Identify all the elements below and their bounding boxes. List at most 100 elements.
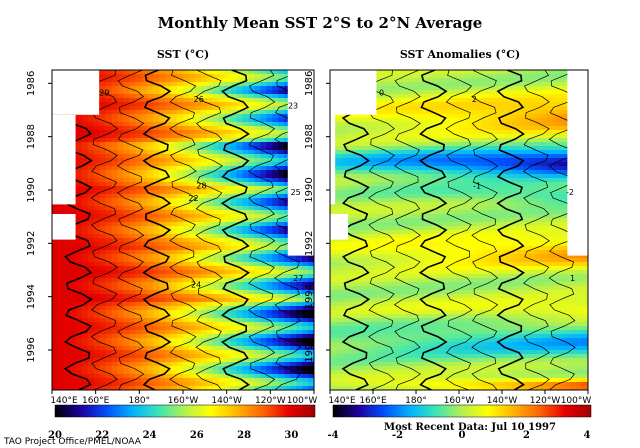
- heatmap-cell: [188, 246, 196, 251]
- heatmap-cell: [470, 86, 478, 91]
- heatmap-cell: [135, 370, 142, 375]
- heatmap-cell: [394, 182, 401, 187]
- heatmap-cell: [296, 382, 303, 387]
- heatmap-cell: [165, 154, 172, 159]
- heatmap-cell: [93, 362, 101, 367]
- heatmap-cell: [206, 118, 214, 123]
- heatmap-cell: [159, 330, 166, 335]
- heatmap-cell: [153, 262, 160, 267]
- heatmap-cell: [147, 254, 154, 259]
- heatmap-cell: [141, 90, 148, 95]
- heatmap-cell: [129, 94, 136, 99]
- heatmap-cell: [254, 94, 261, 99]
- heatmap-cell: [453, 186, 460, 191]
- heatmap-cell: [284, 258, 291, 263]
- heatmap-cell: [546, 102, 554, 107]
- heatmap-cell: [111, 166, 119, 171]
- heatmap-cell: [290, 254, 297, 259]
- heatmap-cell: [371, 138, 378, 143]
- heatmap-cell: [87, 290, 95, 295]
- heatmap-cell: [266, 310, 273, 315]
- heatmap-cell: [552, 146, 560, 151]
- heatmap-cell: [188, 302, 196, 307]
- heatmap-cell: [129, 366, 136, 371]
- heatmap-cell: [206, 210, 214, 215]
- heatmap-cell: [153, 338, 160, 343]
- heatmap-cell: [482, 178, 489, 183]
- heatmap-cell: [212, 90, 220, 95]
- heatmap-cell: [284, 122, 291, 127]
- heatmap-cell: [248, 102, 256, 107]
- heatmap-cell: [188, 386, 196, 390]
- heatmap-cell: [535, 178, 542, 183]
- heatmap-cell: [206, 134, 214, 139]
- heatmap-cell: [546, 78, 554, 83]
- heatmap-cell: [111, 246, 119, 251]
- heatmap-cell: [129, 178, 136, 183]
- heatmap-cell: [87, 310, 95, 315]
- heatmap-cell: [147, 222, 154, 227]
- heatmap-cell: [388, 142, 396, 147]
- heatmap-cell: [117, 266, 125, 271]
- heatmap-cell: [218, 150, 226, 155]
- heatmap-cell: [529, 126, 536, 131]
- heatmap-cell: [183, 386, 190, 390]
- heatmap-cell: [552, 122, 560, 127]
- heatmap-cell: [188, 70, 196, 75]
- heatmap-cell: [423, 178, 431, 183]
- heatmap-cell: [135, 354, 142, 359]
- heatmap-cell: [218, 310, 226, 315]
- heatmap-cell: [541, 178, 548, 183]
- heatmap-cell: [159, 170, 166, 175]
- heatmap-cell: [511, 146, 519, 151]
- heatmap-cell: [200, 114, 208, 119]
- heatmap-cell: [296, 318, 303, 323]
- heatmap-cell: [194, 246, 202, 251]
- heatmap-cell: [57, 366, 65, 371]
- heatmap-cell: [335, 150, 343, 155]
- heatmap-cell: [406, 114, 413, 119]
- heatmap-cell: [141, 198, 148, 203]
- heatmap-cell: [459, 130, 466, 135]
- heatmap-cell: [453, 74, 460, 79]
- heatmap-cell: [105, 362, 113, 367]
- heatmap-cell: [535, 146, 542, 151]
- heatmap-cell: [511, 110, 519, 115]
- heatmap-cell: [278, 322, 285, 327]
- heatmap-cell: [206, 250, 214, 255]
- heatmap-cell: [63, 386, 71, 390]
- heatmap-cell: [57, 378, 65, 383]
- heatmap-cell: [183, 130, 190, 135]
- heatmap-cell: [218, 370, 226, 375]
- heatmap-cell: [482, 182, 489, 187]
- heatmap-cell: [278, 138, 285, 143]
- heatmap-cell: [200, 382, 208, 387]
- heatmap-cell: [123, 314, 130, 319]
- heatmap-cell: [382, 142, 390, 147]
- heatmap-cell: [500, 78, 507, 83]
- heatmap-cell: [406, 186, 413, 191]
- heatmap-cell: [429, 114, 437, 119]
- heatmap-cell: [290, 318, 297, 323]
- heatmap-cell: [87, 218, 95, 223]
- heatmap-cell: [206, 154, 214, 159]
- heatmap-cell: [87, 198, 95, 203]
- heatmap-cell: [153, 126, 160, 131]
- heatmap-cell: [272, 230, 279, 235]
- heatmap-cell: [488, 190, 495, 195]
- heatmap-cell: [388, 190, 396, 195]
- heatmap-cell: [105, 250, 113, 255]
- heatmap-cell: [188, 86, 196, 91]
- heatmap-cell: [266, 114, 273, 119]
- heatmap-cell: [417, 150, 425, 155]
- heatmap-cell: [464, 170, 472, 175]
- heatmap-cell: [188, 142, 196, 147]
- heatmap-cell: [272, 330, 279, 335]
- heatmap-cell: [111, 290, 119, 295]
- heatmap-cell: [165, 234, 172, 239]
- heatmap-cell: [206, 122, 214, 127]
- heatmap-cell: [57, 206, 65, 211]
- heatmap-cell: [123, 214, 130, 219]
- heatmap-cell: [147, 270, 154, 275]
- heatmap-cell: [406, 154, 413, 159]
